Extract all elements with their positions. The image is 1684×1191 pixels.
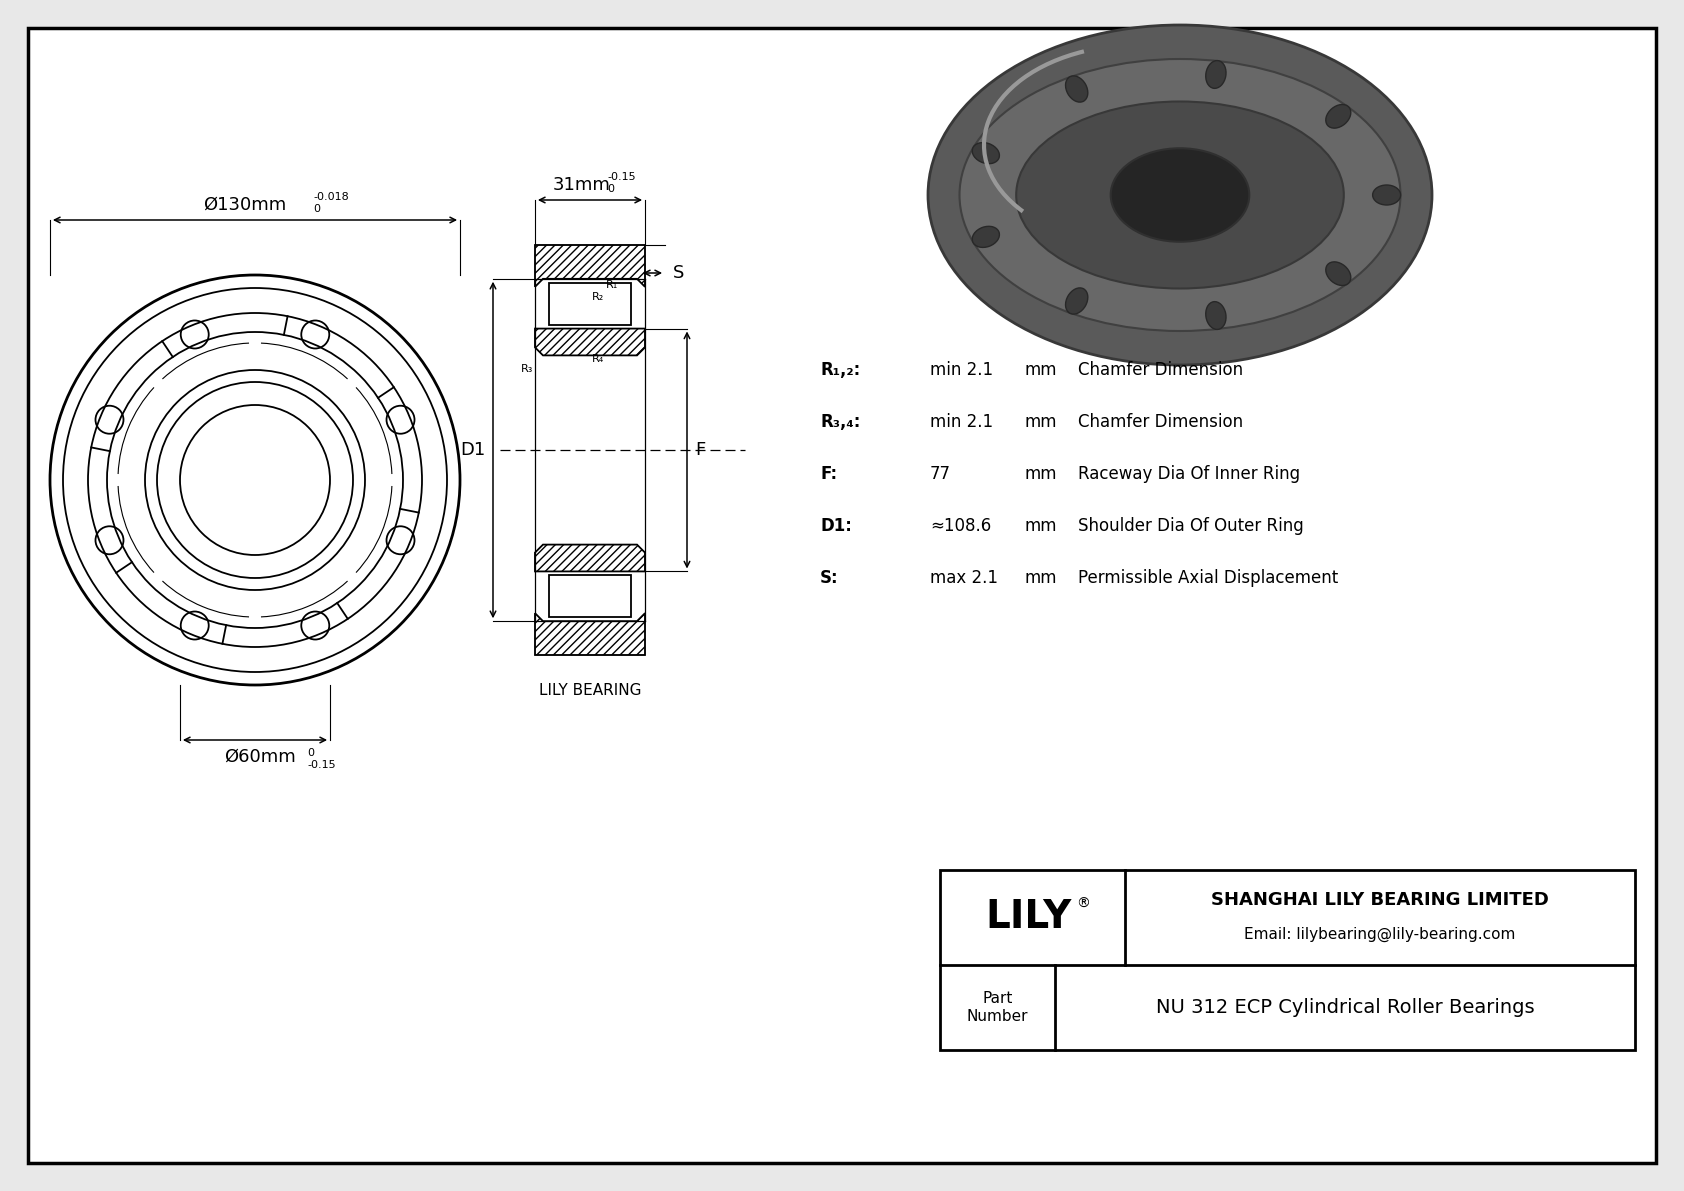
Polygon shape: [536, 329, 645, 355]
Text: max 2.1: max 2.1: [930, 569, 999, 587]
Text: mm: mm: [1026, 413, 1058, 431]
Text: mm: mm: [1026, 517, 1058, 535]
Text: -0.15: -0.15: [306, 760, 335, 771]
Ellipse shape: [1325, 105, 1351, 129]
Text: R₃,₄:: R₃,₄:: [820, 413, 861, 431]
Ellipse shape: [1325, 262, 1351, 286]
Ellipse shape: [960, 60, 1401, 331]
Text: R₂: R₂: [593, 292, 605, 301]
Text: Permissible Axial Displacement: Permissible Axial Displacement: [1078, 569, 1339, 587]
Text: F:: F:: [820, 464, 837, 484]
Text: NU 312 ECP Cylindrical Roller Bearings: NU 312 ECP Cylindrical Roller Bearings: [1155, 998, 1534, 1017]
Ellipse shape: [1015, 101, 1344, 288]
Text: Ø60mm: Ø60mm: [224, 748, 296, 766]
Text: min 2.1: min 2.1: [930, 361, 994, 379]
Ellipse shape: [1111, 148, 1250, 242]
Text: S:: S:: [820, 569, 839, 587]
Text: Raceway Dia Of Inner Ring: Raceway Dia Of Inner Ring: [1078, 464, 1300, 484]
Polygon shape: [536, 245, 645, 287]
Bar: [940, 869, 1635, 1050]
Text: 0: 0: [306, 748, 313, 757]
Text: 0: 0: [606, 183, 615, 194]
Text: Chamfer Dimension: Chamfer Dimension: [1078, 361, 1243, 379]
Text: -0.15: -0.15: [606, 172, 635, 182]
Text: LILY BEARING: LILY BEARING: [539, 682, 642, 698]
Ellipse shape: [972, 143, 999, 163]
Polygon shape: [536, 613, 645, 655]
Text: min 2.1: min 2.1: [930, 413, 994, 431]
Ellipse shape: [1066, 288, 1088, 314]
Bar: [549, 575, 632, 617]
Text: -0.018: -0.018: [313, 192, 349, 202]
Text: D1:: D1:: [820, 517, 852, 535]
Text: mm: mm: [1026, 361, 1058, 379]
Bar: [549, 282, 632, 325]
Text: 31mm: 31mm: [552, 176, 611, 194]
Text: Email: lilybearing@lily-bearing.com: Email: lilybearing@lily-bearing.com: [1244, 927, 1516, 942]
Text: Part
Number: Part Number: [967, 991, 1029, 1024]
Ellipse shape: [1206, 61, 1226, 88]
Text: S: S: [674, 264, 684, 282]
Text: ≈108.6: ≈108.6: [930, 517, 992, 535]
Ellipse shape: [1372, 185, 1401, 205]
Ellipse shape: [1206, 301, 1226, 330]
Text: Chamfer Dimension: Chamfer Dimension: [1078, 413, 1243, 431]
Text: mm: mm: [1026, 464, 1058, 484]
Text: 77: 77: [930, 464, 951, 484]
Text: LILY: LILY: [985, 898, 1071, 936]
Text: D1: D1: [460, 441, 485, 459]
Text: R₄: R₄: [593, 355, 605, 364]
Ellipse shape: [1066, 76, 1088, 102]
Text: R₃: R₃: [520, 364, 534, 374]
Ellipse shape: [928, 25, 1431, 364]
Text: SHANGHAI LILY BEARING LIMITED: SHANGHAI LILY BEARING LIMITED: [1211, 891, 1549, 910]
Text: 0: 0: [313, 204, 320, 214]
Text: ®: ®: [1076, 897, 1090, 910]
Text: F: F: [695, 441, 706, 459]
Text: Shoulder Dia Of Outer Ring: Shoulder Dia Of Outer Ring: [1078, 517, 1303, 535]
Ellipse shape: [972, 226, 999, 248]
Text: R₁,₂:: R₁,₂:: [820, 361, 861, 379]
Text: Ø130mm: Ø130mm: [204, 197, 286, 214]
Text: mm: mm: [1026, 569, 1058, 587]
Polygon shape: [536, 544, 645, 572]
Text: R₁: R₁: [606, 280, 618, 289]
